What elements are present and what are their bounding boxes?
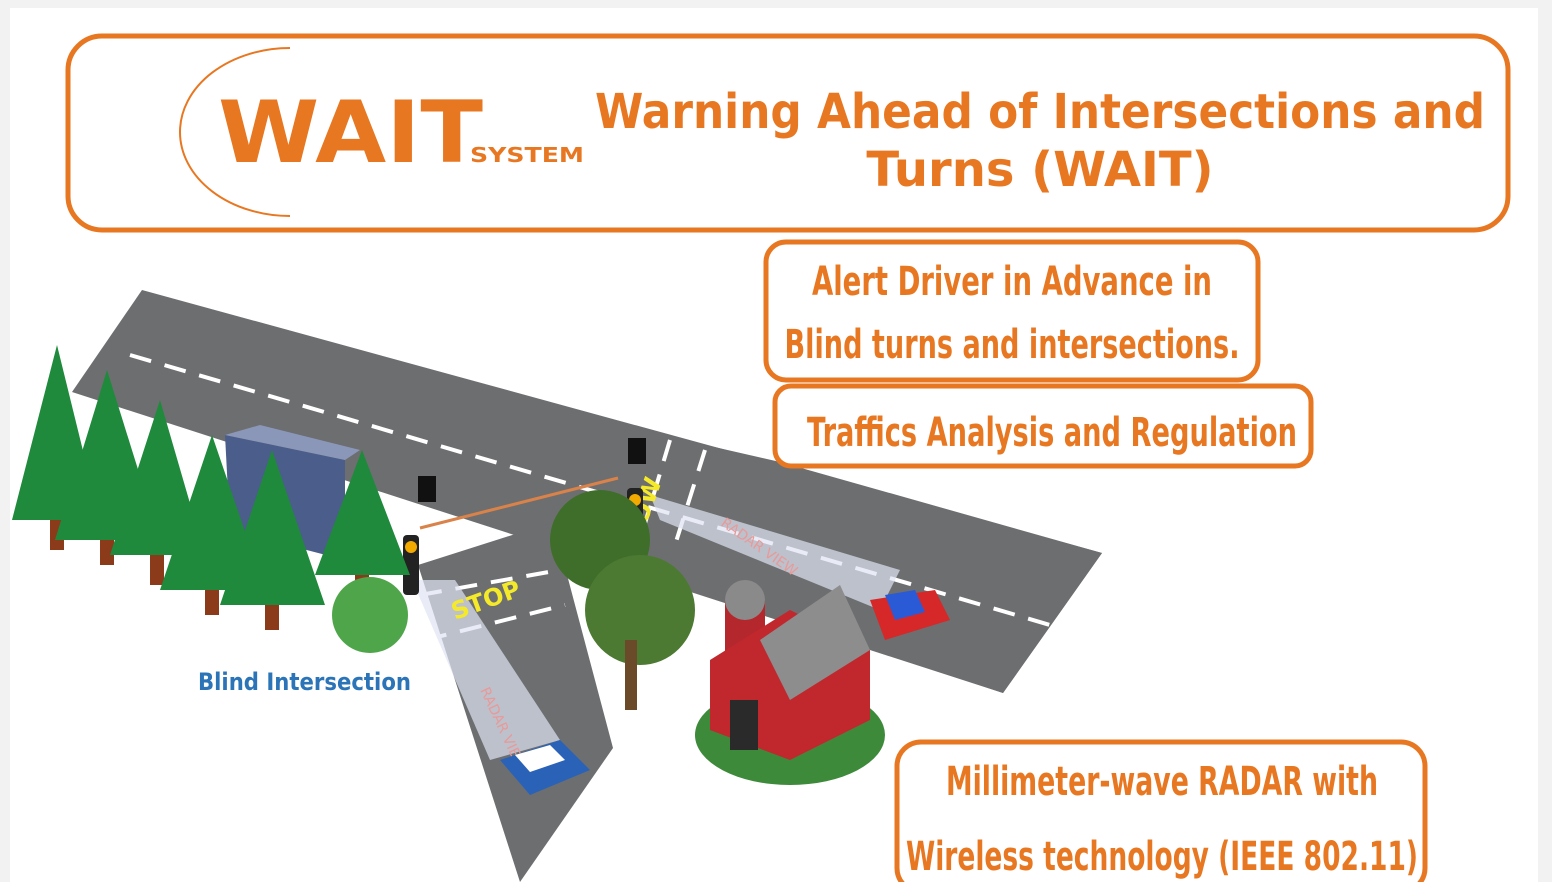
callout-text: Traffics Analysis and Regulation xyxy=(807,410,1297,456)
callout-text: Wireless technology (IEEE 802.11) xyxy=(906,834,1418,880)
location-label: Blind Intersection xyxy=(198,668,411,696)
title-line: Warning Ahead of Intersections and xyxy=(595,84,1485,140)
title-line: Turns (WAIT) xyxy=(866,142,1213,198)
logo: WAIT xyxy=(218,83,483,183)
callout-text: Millimeter-wave RADAR with xyxy=(946,759,1378,805)
slide: WAIT SYSTEM Warning Ahead of Intersectio… xyxy=(0,0,1552,882)
callout-text: Alert Driver in Advance in xyxy=(812,259,1212,305)
callout-text: Blind turns and intersections. xyxy=(785,322,1240,368)
logo-sub: SYSTEM xyxy=(470,143,584,167)
